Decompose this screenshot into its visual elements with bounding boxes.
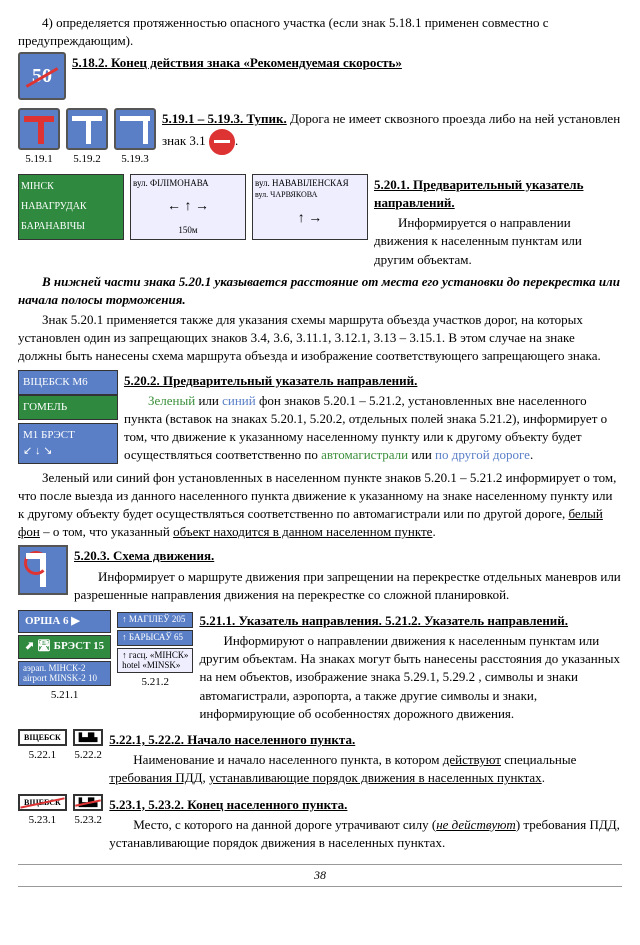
row-521: ОРША 6 ▶ ⬈ 🛣 БРЭСТ 15 аэрап. МІНСК-2 air… (18, 610, 622, 725)
town-end-silhouette-icon: ▙▟▙ (73, 794, 103, 811)
row-5203: 5.20.3. Схема движения. Информирует о ма… (18, 545, 622, 606)
row-519: 5.19.1 5.19.2 5.19.3 5.19.1 – 5.19.3. Ту… (18, 108, 622, 167)
row-5182: 50 5.18.2. Конец действия знака «Рекомен… (18, 52, 622, 100)
text-521: 5.21.1. Указатель направления. 5.21.2. У… (199, 610, 622, 725)
row-5201: МІНСКНАВАГРУДАКБАРАНАВІЧЫ вул. ФІЛІМОНАВ… (18, 174, 622, 271)
page-footer: 38 (18, 864, 622, 887)
cap-5193: 5.19.3 (121, 152, 149, 167)
scheme-icon (18, 545, 68, 595)
sign-dir-green: МІНСКНАВАГРУДАКБАРАНАВІЧЫ (18, 174, 124, 240)
sign-5192-icon (66, 108, 108, 150)
text-5201-b: В нижней части знака 5.20.1 указывается … (18, 273, 622, 309)
lane-signs: ВІЦЕБСК М6 ГОМЕЛЬ М1 БРЭСТ↙ ↓ ↘ (18, 370, 118, 465)
speed-50-crossed-icon: 50 (18, 52, 66, 100)
signs-5211: ОРША 6 ▶ ⬈ 🛣 БРЭСТ 15 аэрап. МІНСК-2 air… (18, 610, 111, 704)
text-5202: 5.20.2. Предварительный указатель направ… (124, 370, 622, 467)
sign-dir-white1: вул. ФІЛІМОНАВА ← ↑ → 150м (130, 174, 246, 240)
cap-5191: 5.19.1 (25, 152, 53, 167)
row-523: ВІЦЕБСК5.23.1 ▙▟▙5.23.2 5.23.1, 5.23.2. … (18, 794, 622, 855)
head-5182: 5.18.2. Конец действия знака «Рекомендуе… (72, 54, 622, 72)
sign-5182: 50 (18, 52, 66, 100)
sign-5193-icon (114, 108, 156, 150)
page-number: 38 (18, 864, 622, 887)
town-start-white-icon: ВІЦЕБСК (18, 729, 67, 746)
row-5202: ВІЦЕБСК М6 ГОМЕЛЬ М1 БРЭСТ↙ ↓ ↘ 5.20.2. … (18, 370, 622, 467)
text-519: 5.19.1 – 5.19.3. Тупик. Дорога не имеет … (162, 110, 622, 154)
text-5202-b: Зеленый или синий фон установленных в на… (18, 469, 622, 542)
sign-dir-white2: вул. НАВАВІЛЕНСКАЯ вул. ЧАРВЯКОВА ↑ → (252, 174, 368, 240)
cap-5192: 5.19.2 (73, 152, 101, 167)
text-5201-c: Знак 5.20.1 применяется также для указан… (18, 311, 622, 366)
row-522: ВІЦЕБСК5.22.1 ▙▟▙5.22.2 5.22.1, 5.22.2. … (18, 729, 622, 790)
town-end-white-icon: ВІЦЕБСК (18, 794, 67, 811)
no-entry-icon (209, 129, 235, 155)
town-start-silhouette-icon: ▙▟▙ (73, 729, 103, 746)
sign-5191-icon (18, 108, 60, 150)
para-4: 4) определяется протяженностью опасного … (18, 14, 622, 50)
signs-5212: ↑ МАГІЛЕЎ 205 ↑ БАРЫСАЎ 65 ↑ гасц. «МІНС… (117, 610, 193, 691)
text-5201: 5.20.1. Предварительный указатель направ… (374, 174, 622, 271)
